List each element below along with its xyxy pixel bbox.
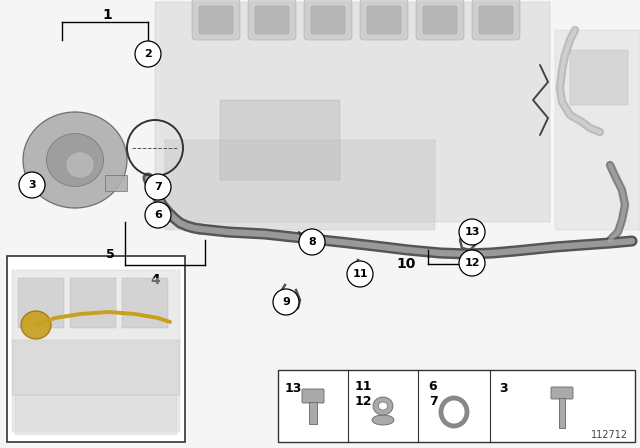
FancyBboxPatch shape <box>551 387 573 399</box>
Bar <box>18 278 64 328</box>
FancyBboxPatch shape <box>311 6 345 34</box>
Text: 8: 8 <box>308 237 316 247</box>
Text: 3: 3 <box>28 180 36 190</box>
Text: 6: 6 <box>154 210 162 220</box>
Text: 13: 13 <box>284 382 301 395</box>
FancyBboxPatch shape <box>304 0 352 40</box>
Ellipse shape <box>46 134 104 186</box>
Text: 6
7: 6 7 <box>429 380 437 408</box>
Circle shape <box>459 250 485 276</box>
FancyBboxPatch shape <box>367 6 401 34</box>
Text: 11: 11 <box>352 269 368 279</box>
FancyBboxPatch shape <box>255 6 289 34</box>
Text: 12: 12 <box>464 258 480 268</box>
Text: 3: 3 <box>499 382 508 395</box>
Ellipse shape <box>66 152 94 178</box>
Bar <box>220 100 340 180</box>
FancyBboxPatch shape <box>472 0 520 40</box>
Ellipse shape <box>378 402 387 410</box>
Ellipse shape <box>23 112 127 208</box>
Bar <box>105 175 127 191</box>
Bar <box>12 340 180 395</box>
Circle shape <box>347 261 373 287</box>
Bar <box>570 50 628 105</box>
FancyBboxPatch shape <box>360 0 408 40</box>
Circle shape <box>25 175 45 195</box>
Bar <box>15 395 177 435</box>
Ellipse shape <box>21 311 51 339</box>
Circle shape <box>299 229 325 255</box>
Circle shape <box>273 289 299 315</box>
FancyBboxPatch shape <box>192 0 240 40</box>
Ellipse shape <box>373 397 393 415</box>
Text: 5: 5 <box>106 249 115 262</box>
Text: 9: 9 <box>282 297 290 307</box>
Bar <box>278 370 635 442</box>
Text: 112712: 112712 <box>591 430 628 440</box>
Bar <box>70 278 116 328</box>
FancyBboxPatch shape <box>199 6 233 34</box>
FancyBboxPatch shape <box>302 389 324 403</box>
Text: 2: 2 <box>144 49 152 59</box>
Text: 1: 1 <box>102 8 112 22</box>
Ellipse shape <box>372 415 394 425</box>
Text: 10: 10 <box>397 257 416 271</box>
FancyBboxPatch shape <box>479 6 513 34</box>
Circle shape <box>145 202 171 228</box>
FancyBboxPatch shape <box>423 6 457 34</box>
FancyBboxPatch shape <box>248 0 296 40</box>
Bar <box>12 270 180 432</box>
Bar <box>7 256 185 442</box>
Text: 7: 7 <box>154 182 162 192</box>
Bar <box>122 278 168 328</box>
FancyBboxPatch shape <box>416 0 464 40</box>
Text: 11
12: 11 12 <box>355 380 372 408</box>
Bar <box>155 2 550 222</box>
Bar <box>309 402 317 424</box>
Text: 13: 13 <box>464 227 480 237</box>
Circle shape <box>459 219 485 245</box>
Bar <box>559 398 565 428</box>
Bar <box>555 30 640 230</box>
Circle shape <box>145 174 171 200</box>
Circle shape <box>19 172 45 198</box>
Text: 4: 4 <box>150 273 160 287</box>
Circle shape <box>135 41 161 67</box>
Bar <box>165 140 435 230</box>
